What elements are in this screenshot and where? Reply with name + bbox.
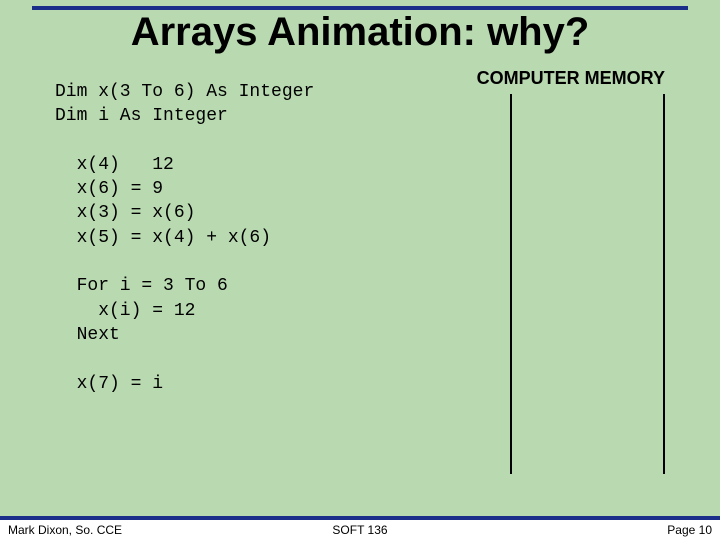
footer-center: SOFT 136: [332, 523, 387, 537]
footer-right: Page 10: [667, 523, 712, 537]
slide-title: Arrays Animation: why?: [0, 10, 720, 55]
footer-left: Mark Dixon, So. CCE: [8, 523, 122, 537]
memory-box: [510, 94, 665, 474]
footer: Mark Dixon, So. CCE SOFT 136 Page 10: [0, 516, 720, 540]
code-block: Dim x(3 To 6) As Integer Dim i As Intege…: [55, 80, 314, 396]
memory-label: COMPUTER MEMORY: [477, 68, 665, 89]
